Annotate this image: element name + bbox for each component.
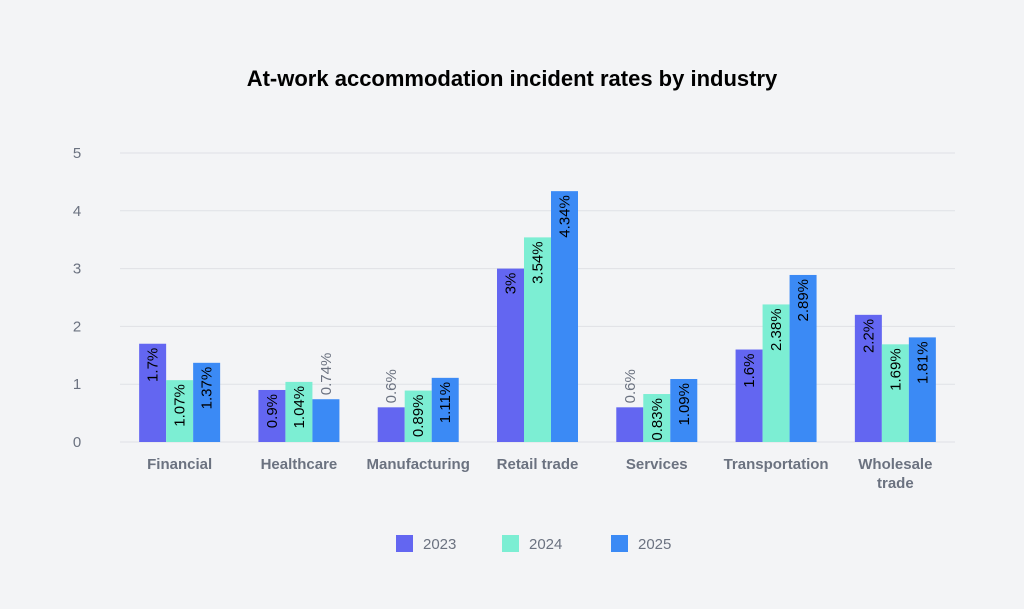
legend: 2023 2024 2025 bbox=[396, 535, 671, 553]
data-label: 1.07% bbox=[172, 384, 189, 427]
data-label: 2.89% bbox=[795, 279, 812, 322]
x-category-label: Transportation bbox=[724, 456, 829, 473]
legend-swatch-2024 bbox=[502, 535, 519, 552]
y-tick-label: 1 bbox=[73, 376, 81, 393]
legend-label: 2025 bbox=[638, 536, 671, 553]
data-label: 1.04% bbox=[291, 386, 308, 429]
data-label: 1.7% bbox=[145, 348, 162, 382]
bar-2023 bbox=[377, 407, 405, 442]
y-axis-ticks: 0 1 2 3 4 5 bbox=[73, 145, 81, 451]
bar-2023 bbox=[854, 314, 882, 442]
x-category-label: Retail trade bbox=[497, 456, 579, 473]
bar-2025 bbox=[789, 274, 817, 442]
data-label: 0.6% bbox=[622, 369, 639, 403]
data-label: 1.69% bbox=[887, 348, 904, 391]
bar-2025 bbox=[551, 191, 578, 442]
data-label: 3.54% bbox=[530, 241, 547, 284]
bar-2024 bbox=[524, 237, 551, 442]
bar-2025 bbox=[193, 362, 221, 442]
data-label: 0.6% bbox=[383, 369, 400, 403]
data-label: 0.9% bbox=[264, 394, 281, 428]
y-tick-label: 3 bbox=[73, 261, 81, 278]
x-category-label: trade bbox=[877, 475, 914, 492]
x-category-label: Services bbox=[626, 456, 688, 473]
bar-2024 bbox=[166, 380, 194, 442]
y-tick-label: 5 bbox=[73, 145, 81, 162]
chart-title: At-work accommodation incident rates by … bbox=[247, 66, 778, 91]
bar-2025 bbox=[670, 378, 698, 442]
x-category-label: Financial bbox=[147, 456, 212, 473]
data-label: 1.09% bbox=[676, 383, 693, 426]
data-label: 0.89% bbox=[410, 395, 427, 438]
bars: 1.7% 1.07% 1.37% 0.9% 1.04% 0.74% 0.6% 0.89% 1.1… bbox=[139, 191, 936, 442]
bar-2024 bbox=[643, 394, 671, 442]
legend-label: 2023 bbox=[423, 536, 456, 553]
y-tick-label: 0 bbox=[73, 434, 81, 451]
bar-2025 bbox=[312, 399, 340, 442]
bar-2024 bbox=[762, 304, 790, 442]
bar-2023 bbox=[258, 389, 286, 442]
data-label: 1.6% bbox=[741, 354, 758, 388]
data-label: 2.38% bbox=[768, 308, 785, 351]
data-label: 1.81% bbox=[914, 341, 931, 384]
legend-label: 2024 bbox=[529, 536, 562, 553]
x-category-label: Wholesale bbox=[858, 456, 932, 473]
x-category-label: Manufacturing bbox=[367, 456, 470, 473]
data-label: 0.83% bbox=[649, 398, 666, 441]
legend-swatch-2023 bbox=[396, 535, 413, 552]
bar-2025 bbox=[431, 377, 459, 442]
bar-2023 bbox=[139, 343, 167, 442]
x-category-label: Healthcare bbox=[261, 456, 338, 473]
y-tick-label: 2 bbox=[73, 318, 81, 335]
bar-2023 bbox=[735, 349, 763, 442]
data-label: 1.37% bbox=[199, 367, 216, 410]
data-label: 4.34% bbox=[557, 195, 574, 238]
data-label: 2.2% bbox=[860, 319, 877, 353]
data-label: 1.11% bbox=[437, 382, 454, 423]
data-label: 0.74% bbox=[318, 353, 335, 396]
bar-2024 bbox=[881, 344, 909, 442]
x-axis-categories: Financial Healthcare Manufacturing Retail t… bbox=[147, 456, 932, 492]
bar-2025 bbox=[908, 337, 936, 442]
data-label: 3% bbox=[503, 273, 520, 295]
bar-2023 bbox=[616, 407, 644, 442]
legend-swatch-2025 bbox=[611, 535, 628, 552]
bar-2024 bbox=[404, 390, 432, 442]
bar-2024 bbox=[285, 381, 313, 442]
y-tick-label: 4 bbox=[73, 203, 81, 220]
bar-2023 bbox=[497, 268, 524, 442]
